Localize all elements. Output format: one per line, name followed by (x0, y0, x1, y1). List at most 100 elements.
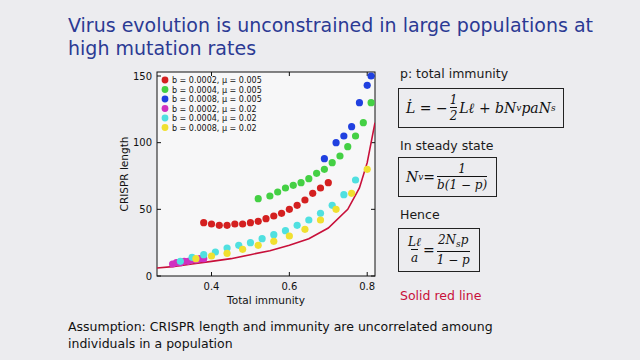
x-tick-label: 0.4 (204, 281, 220, 292)
scatter-point (352, 176, 359, 183)
scatter-point (305, 216, 312, 223)
scatter-point (200, 251, 207, 258)
legend-label: b = 0.0002, μ = 0.02 (172, 105, 257, 114)
formula-text: 2N (438, 233, 456, 247)
scatter-point (325, 179, 332, 186)
x-tick (211, 272, 212, 276)
scatter-point (231, 220, 238, 227)
y-tick (157, 142, 161, 143)
scatter-point (286, 206, 293, 213)
formula-text: paN (521, 100, 551, 116)
scatter-point (348, 190, 355, 197)
scatter-point (294, 202, 301, 209)
scatter-point (270, 212, 277, 219)
formula-fraction: 12 (450, 93, 458, 123)
scatter-point (336, 152, 343, 159)
y-tick-label: 0 (146, 271, 152, 282)
y-tick (157, 276, 161, 277)
legend-marker (162, 115, 169, 122)
formula-text: a (411, 251, 418, 265)
scatter-point (259, 235, 266, 242)
scatter-point (255, 195, 262, 202)
scatter-point (305, 175, 312, 182)
assumption-text: Assumption: CRISPR length and immunity a… (68, 318, 538, 352)
formula-text: L̇ = − (406, 100, 448, 116)
formula-subscript: s (551, 103, 556, 113)
scatter-point (247, 239, 254, 246)
legend-marker (162, 124, 169, 131)
scatter-point (344, 143, 351, 150)
scatter-point (313, 170, 320, 177)
y-axis-label: CRISPR length (118, 137, 130, 212)
scatter-point (286, 232, 293, 239)
scatter-point (290, 182, 297, 189)
legend-marker (162, 77, 169, 84)
scatter-point (200, 219, 207, 226)
fraction-denominator: 1 − p (437, 251, 470, 267)
formula-subscript: v (516, 103, 521, 113)
legend-label: b = 0.0004, μ = 0.02 (172, 114, 257, 123)
y-tick (371, 276, 375, 277)
scatter-point (239, 246, 246, 253)
fraction-numerator: 1 (450, 93, 458, 107)
scatter-point (297, 179, 304, 186)
fraction-numerator: Lℓ (408, 235, 421, 249)
formula-text: 1 (450, 93, 458, 107)
legend-label: b = 0.0002, μ = 0.005 (172, 76, 262, 85)
y-tick-label: 100 (133, 137, 152, 148)
formula-text: 2 (450, 109, 458, 123)
scatter-point (270, 231, 277, 238)
x-tick (289, 72, 290, 76)
side-text: Hence (400, 207, 440, 222)
scatter-point (223, 222, 230, 229)
legend-marker (162, 86, 169, 93)
scatter-point (368, 72, 375, 79)
fraction-numerator: 2Nsp (438, 233, 468, 251)
scatter-point (364, 82, 371, 89)
x-tick-label: 0.6 (281, 281, 297, 292)
scatter-point (270, 238, 277, 245)
scatter-point (294, 222, 301, 229)
scatter-point (255, 242, 262, 249)
formula-text: Lℓ + bN (459, 100, 516, 117)
fraction-denominator: a (411, 249, 418, 265)
scatter-point (364, 166, 371, 173)
scatter-point (262, 215, 269, 222)
scatter-point (332, 139, 339, 146)
scatter-point (340, 191, 347, 198)
formula-text: N (406, 169, 418, 185)
scatter-point (208, 220, 215, 227)
scatter-point (321, 155, 328, 162)
scatter-point (177, 258, 184, 265)
scatter-point (348, 123, 355, 130)
scatter-point (255, 218, 262, 225)
scatter-point (317, 184, 324, 191)
legend-label: b = 0.0008, μ = 0.005 (172, 95, 262, 104)
legend-label: b = 0.0008, μ = 0.02 (172, 124, 257, 133)
scatter-point (332, 206, 339, 213)
scatter-point (216, 222, 223, 229)
formula-box: L̇ = −12Lℓ + bNvpaNs (398, 88, 564, 128)
formula-box: Nv = 1b(1 − p) (398, 157, 497, 197)
y-tick-label: 50 (139, 204, 152, 215)
fraction-denominator: b(1 − p) (437, 176, 487, 192)
slide-title: Virus evolution is unconstrained in larg… (68, 14, 593, 37)
formula-text: Lℓ (408, 235, 421, 249)
formula-text: b(1 − p) (437, 178, 487, 192)
chart: 0.40.60.8050100150b = 0.0002, μ = 0.005b… (0, 0, 640, 360)
scatter-point (274, 188, 281, 195)
x-axis-label: Total immunity (226, 294, 305, 306)
formula-fraction: 1b(1 − p) (437, 162, 487, 192)
plot-frame (157, 72, 375, 276)
plot-area (157, 72, 375, 268)
scatter-point (340, 132, 347, 139)
side-text: p: total immunity (400, 66, 508, 81)
y-tick (157, 76, 161, 77)
scatter-point (192, 255, 199, 262)
formula-text: p (461, 233, 469, 247)
formula-subscript: s (456, 239, 461, 249)
scatter-point (301, 196, 308, 203)
scatter-point (317, 216, 324, 223)
scatter-point (352, 132, 359, 139)
y-tick-label: 150 (133, 71, 152, 82)
